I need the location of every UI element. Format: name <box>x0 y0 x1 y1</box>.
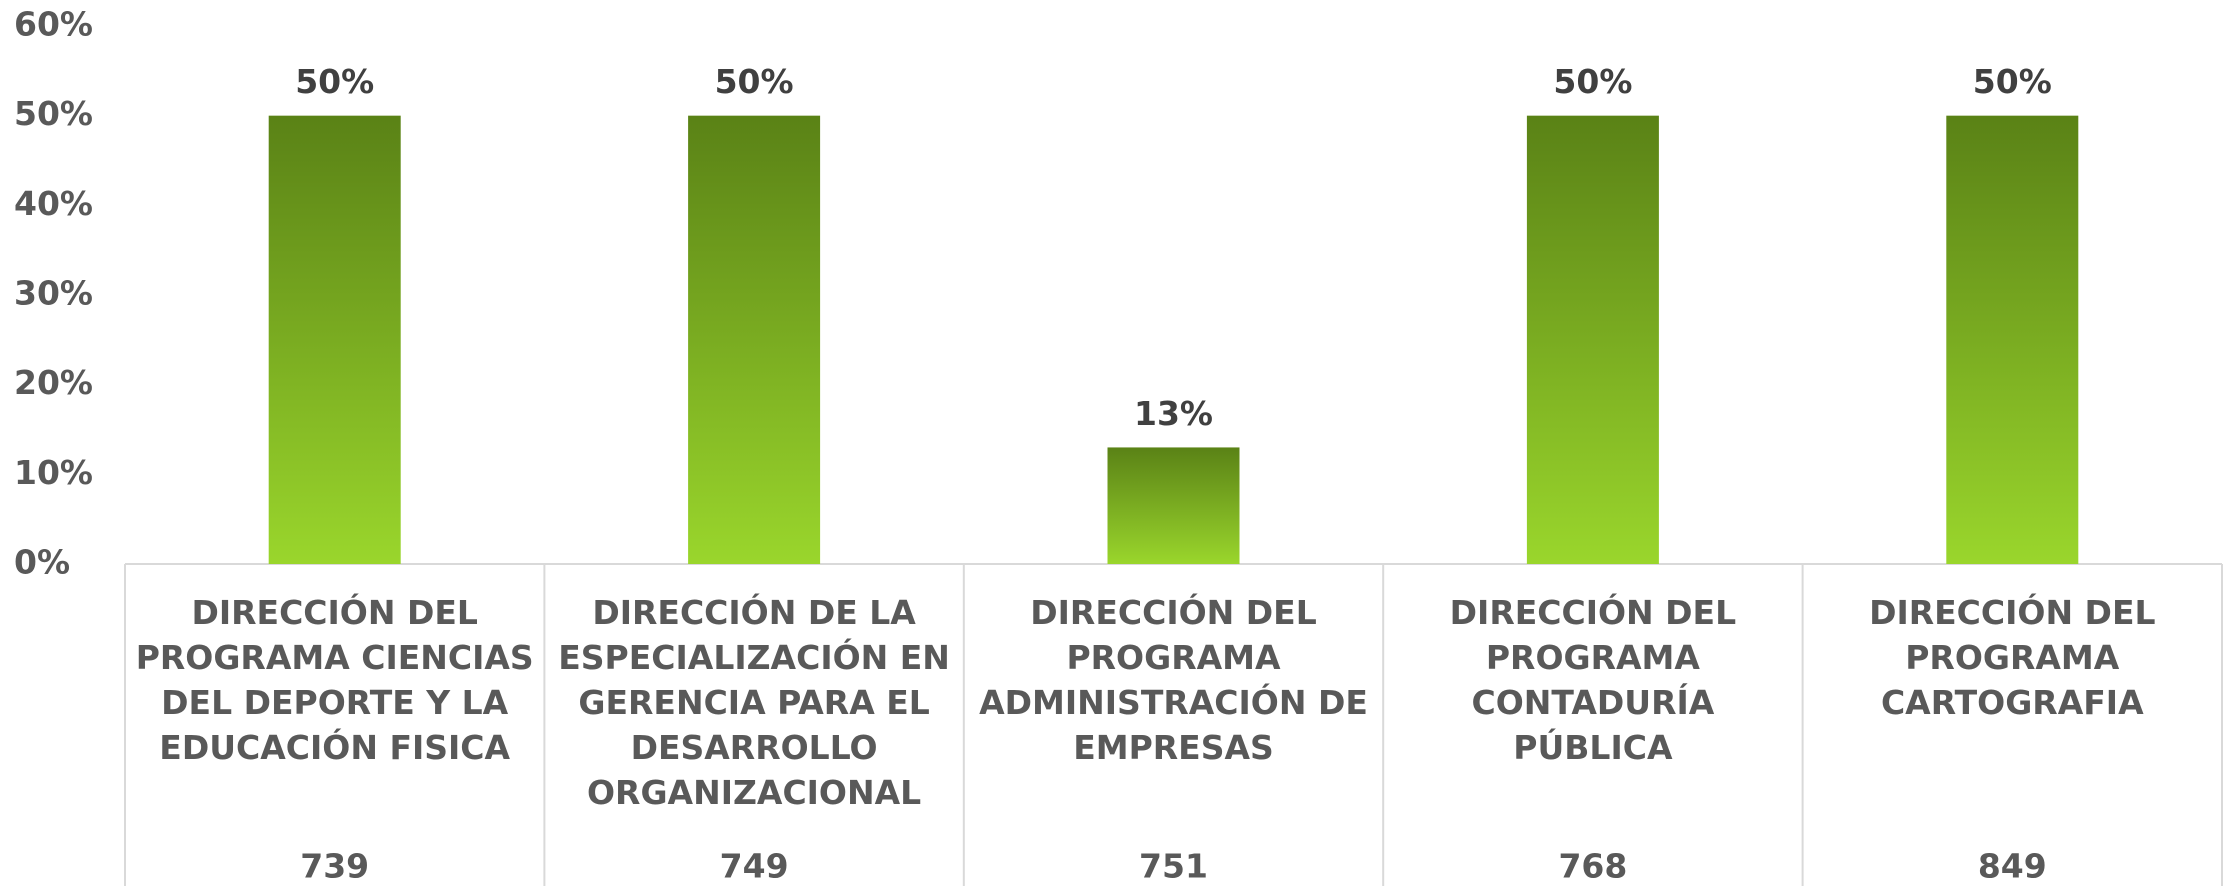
x-tick-label: DIRECCIÓN DEL PROGRAMA CONTADURÍA PÚBLICA <box>1450 592 1736 767</box>
y-tick-label: 30% <box>14 274 93 313</box>
y-tick-label: 10% <box>14 453 93 492</box>
value-label: 50% <box>1973 62 2052 101</box>
value-label: 50% <box>715 62 794 101</box>
value-label: 13% <box>1134 394 1213 433</box>
bar <box>268 115 401 565</box>
y-tick-label: 50% <box>14 94 93 133</box>
x-tick-label: DIRECCIÓN DEL PROGRAMA ADMINISTRACIÓN DE EM… <box>979 592 1368 767</box>
x-tick-label: DIRECCIÓN DEL PROGRAMA CARTOGRAFIA <box>1869 592 2155 722</box>
bar <box>688 115 821 565</box>
x-tick-label: DIRECCIÓN DEL PROGRAMA CIENCIAS DEL DEPORT… <box>136 592 534 767</box>
x-tick-code: 849 <box>1978 847 2047 886</box>
y-tick-label: 20% <box>14 363 93 402</box>
x-tick-code: 739 <box>300 847 369 886</box>
y-tick-label: 0% <box>14 543 70 582</box>
value-label: 50% <box>295 62 374 101</box>
y-tick-label: 60% <box>14 5 93 44</box>
x-tick-label: DIRECCIÓN DE LA ESPECIALIZACIÓN EN GERENCI… <box>558 592 950 812</box>
bar <box>1946 115 2079 565</box>
x-tick-code: 751 <box>1139 847 1208 886</box>
x-tick-code: 749 <box>720 847 789 886</box>
x-tick-code: 768 <box>1558 847 1627 886</box>
bar <box>1107 447 1240 564</box>
y-tick-label: 40% <box>14 184 93 223</box>
value-label: 50% <box>1553 62 1632 101</box>
bar <box>1526 115 1659 565</box>
